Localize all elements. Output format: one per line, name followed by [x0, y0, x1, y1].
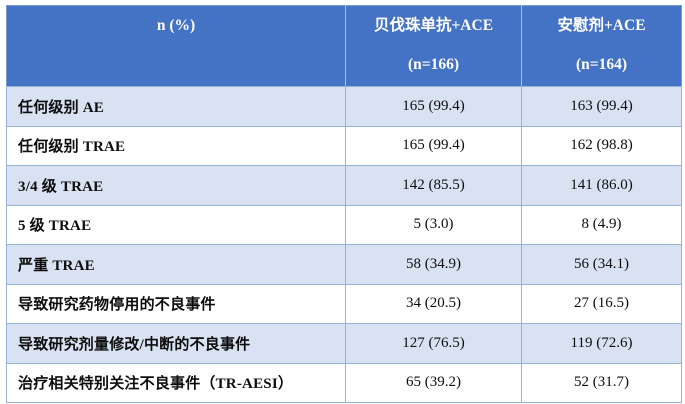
row-label: 3/4 级 TRAE	[6, 165, 346, 206]
placebo-value: 52 (31.7)	[521, 362, 682, 403]
placebo-value: 56 (34.1)	[521, 244, 682, 285]
table-row: 导致研究剂量修改/中断的不良事件 127 (76.5) 119 (72.6)	[6, 323, 682, 364]
row-label: 治疗相关特别关注不良事件（TR-AESI）	[6, 362, 346, 403]
row-label: 任何级别 AE	[6, 86, 346, 127]
placebo-value: 141 (86.0)	[521, 165, 682, 206]
placebo-value: 119 (72.6)	[521, 323, 682, 364]
bevacizumab-value: 165 (99.4)	[345, 125, 522, 166]
header-bevacizumab-label: 贝伐珠单抗+ACE	[373, 17, 494, 34]
bevacizumab-value: 142 (85.5)	[345, 165, 522, 206]
row-label: 严重 TRAE	[6, 244, 346, 285]
header-bevacizumab-n: (n=166)	[407, 56, 460, 73]
bevacizumab-value: 127 (76.5)	[345, 323, 522, 364]
table-row: 导致研究药物停用的不良事件 34 (20.5) 27 (16.5)	[6, 283, 682, 324]
table-row: 任何级别 AE 165 (99.4) 163 (99.4)	[6, 86, 682, 127]
table-row: 治疗相关特别关注不良事件（TR-AESI） 65 (39.2) 52 (31.7…	[6, 362, 682, 403]
header-placebo-n: (n=164)	[575, 56, 628, 73]
table-header: n (%) 贝伐珠单抗+ACE (n=166) 安慰剂+ACE (n=164)	[6, 5, 682, 87]
row-label: 导致研究剂量修改/中断的不良事件	[6, 323, 346, 364]
table-row: 严重 TRAE 58 (34.9) 56 (34.1)	[6, 244, 682, 285]
row-label: 5 级 TRAE	[6, 204, 346, 245]
placebo-value: 27 (16.5)	[521, 283, 682, 324]
bevacizumab-value: 58 (34.9)	[345, 244, 522, 285]
header-metric-label: n (%)	[156, 17, 196, 34]
header-placebo-label: 安慰剂+ACE	[557, 17, 646, 34]
bevacizumab-value: 165 (99.4)	[345, 86, 522, 127]
placebo-value: 162 (98.8)	[521, 125, 682, 166]
adverse-events-table: n (%) 贝伐珠单抗+ACE (n=166) 安慰剂+ACE (n=164) …	[6, 5, 682, 403]
header-placebo-column: 安慰剂+ACE (n=164)	[521, 5, 682, 87]
table-row: 5 级 TRAE 5 (3.0) 8 (4.9)	[6, 204, 682, 245]
header-bevacizumab-column: 贝伐珠单抗+ACE (n=166)	[345, 5, 522, 87]
row-label: 导致研究药物停用的不良事件	[6, 283, 346, 324]
table-row: 3/4 级 TRAE 142 (85.5) 141 (86.0)	[6, 165, 682, 206]
header-row: n (%) 贝伐珠单抗+ACE (n=166) 安慰剂+ACE (n=164)	[6, 5, 682, 87]
row-label: 任何级别 TRAE	[6, 125, 346, 166]
table-body: 任何级别 AE 165 (99.4) 163 (99.4) 任何级别 TRAE …	[6, 86, 682, 403]
placebo-value: 8 (4.9)	[521, 204, 682, 245]
bevacizumab-value: 5 (3.0)	[345, 204, 522, 245]
placebo-value: 163 (99.4)	[521, 86, 682, 127]
header-metric-column: n (%)	[6, 5, 346, 87]
bevacizumab-value: 65 (39.2)	[345, 362, 522, 403]
bevacizumab-value: 34 (20.5)	[345, 283, 522, 324]
table-row: 任何级别 TRAE 165 (99.4) 162 (98.8)	[6, 125, 682, 166]
